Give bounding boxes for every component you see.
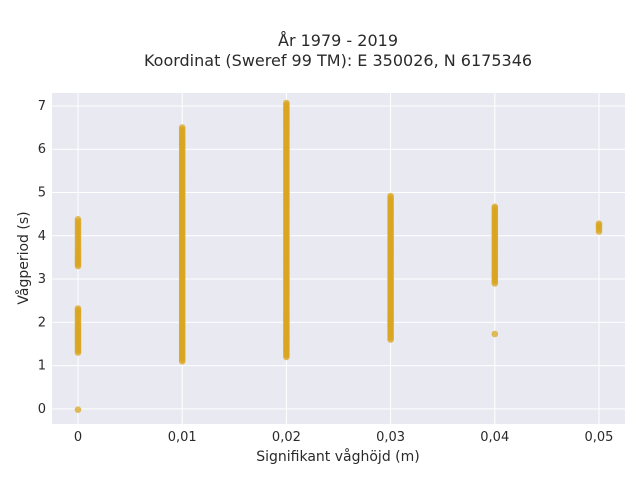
x-tick-label: 0,02 [272, 430, 301, 445]
data-point [491, 330, 499, 338]
data-point [178, 126, 186, 133]
x-tick-label: 0,01 [168, 430, 197, 445]
x-tick-label: 0,03 [376, 430, 405, 445]
y-tick-label: 2 [38, 315, 46, 330]
y-tick-label: 0 [38, 402, 46, 417]
y-tick-label: 1 [38, 359, 46, 374]
data-point [74, 406, 82, 414]
x-axis-label: Signifikant våghöjd (m) [256, 448, 419, 465]
data-point [491, 205, 499, 212]
chart-title-line2: Koordinat (Sweref 99 TM): E 350026, N 61… [144, 51, 532, 70]
chart-title-line1: År 1979 - 2019 [278, 31, 398, 50]
y-tick-label: 6 [38, 142, 46, 157]
data-points [74, 99, 603, 414]
x-tick-label: 0 [74, 430, 82, 445]
y-tick-label: 4 [38, 229, 46, 244]
data-point [595, 222, 603, 229]
data-point [387, 194, 394, 201]
x-tick-label: 0,04 [480, 430, 509, 445]
plot-area [52, 93, 625, 424]
data-point [74, 308, 82, 316]
data-point [283, 101, 290, 108]
x-axis-ticks: 0 0,01 0,02 0,03 0,04 0,05 [74, 430, 614, 445]
y-axis-label: Vågperiod (s) [15, 211, 32, 304]
y-tick-label: 7 [38, 99, 46, 114]
y-axis-ticks: 0 1 2 3 4 5 6 7 [38, 99, 46, 417]
data-point [74, 218, 82, 225]
y-tick-label: 5 [38, 186, 46, 201]
y-tick-label: 3 [38, 272, 46, 287]
x-tick-label: 0,05 [584, 430, 613, 445]
